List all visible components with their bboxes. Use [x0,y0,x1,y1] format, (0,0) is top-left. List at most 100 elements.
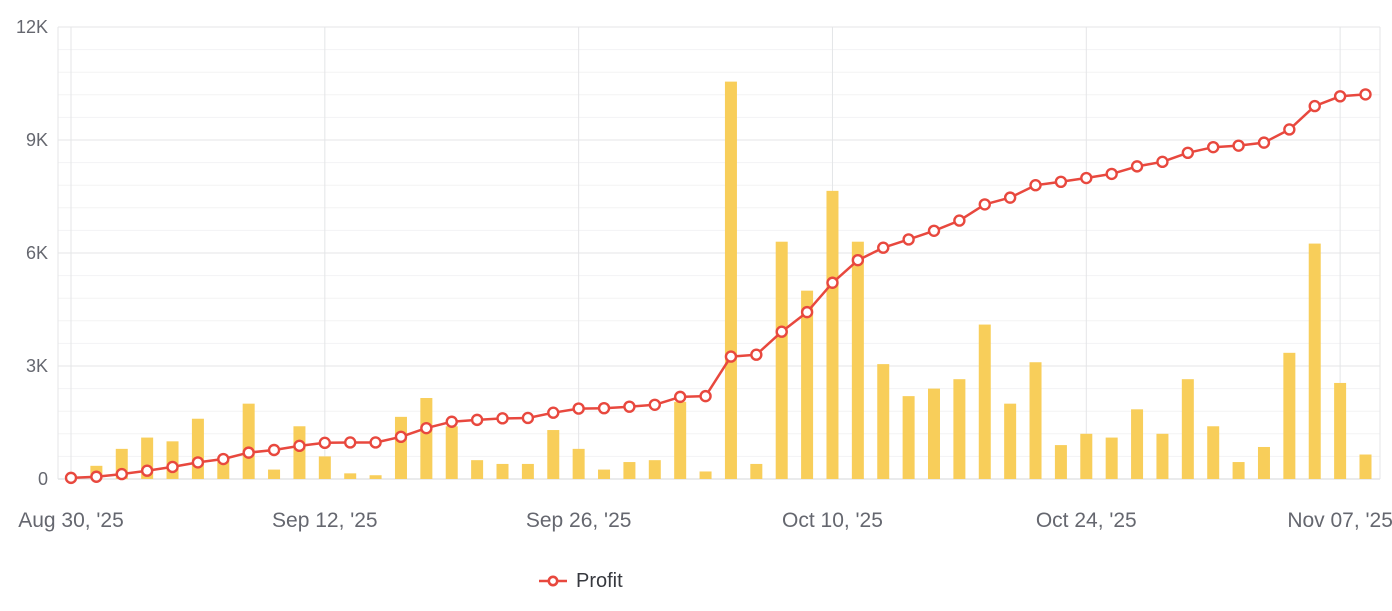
profit-line-point[interactable] [521,411,535,425]
profit-line-point[interactable] [1029,178,1042,192]
profit-line-point[interactable] [344,436,357,449]
profit-line-point[interactable] [191,456,205,469]
profit-line-point[interactable] [318,436,332,450]
profit-bar[interactable] [826,190,839,479]
profit-line-point[interactable] [978,198,991,211]
profit-line-point[interactable] [1308,99,1321,113]
profit-bar[interactable] [1131,409,1144,479]
profit-line-point[interactable] [470,413,484,427]
profit-line-point[interactable] [826,276,839,289]
profit-line-point[interactable] [115,467,128,481]
profit-bar[interactable] [1308,243,1321,479]
profit-line-point[interactable] [1181,146,1195,160]
profit-bar[interactable] [1004,403,1017,479]
profit-bar[interactable] [775,241,788,479]
profit-line-point[interactable] [1003,191,1017,204]
profit-bar[interactable] [1105,437,1118,479]
profit-line-point[interactable] [953,214,966,227]
profit-line-point[interactable] [369,436,382,449]
profit-bar[interactable] [1232,462,1245,479]
profit-line-point[interactable] [1130,160,1144,173]
profit-bar[interactable] [293,426,306,479]
profit-line-point[interactable] [1359,88,1372,101]
profit-bar[interactable] [953,379,966,479]
profit-line-point[interactable] [140,464,154,477]
profit-line-point[interactable] [242,446,255,459]
profit-line-point[interactable] [699,389,712,403]
profit-bar[interactable] [268,469,281,479]
profit-line-point[interactable] [673,390,687,404]
profit-bar[interactable] [1156,433,1169,479]
profit-line-point[interactable] [293,439,306,453]
profit-bar[interactable] [1283,352,1296,479]
profit-bar[interactable] [420,398,433,479]
profit-bar[interactable] [1334,382,1347,479]
profit-bar[interactable] [598,469,611,479]
profit-line-point[interactable] [394,430,408,444]
profit-line-point[interactable] [217,452,230,466]
profit-line-point[interactable] [851,253,865,267]
profit-line-point[interactable] [775,325,788,338]
profit-line-point[interactable] [572,402,585,415]
profit-line-point[interactable] [800,305,814,319]
profit-line-point[interactable] [64,471,78,485]
profit-bar[interactable] [471,460,484,479]
profit-bar[interactable] [674,401,687,479]
profit-line-point[interactable] [547,406,560,419]
profit-bar[interactable] [318,456,331,479]
profit-line-point[interactable] [1105,167,1118,181]
profit-bar[interactable] [496,463,509,479]
profit-bar[interactable] [902,396,915,479]
profit-bar[interactable] [191,418,204,479]
profit-line-point[interactable] [597,401,611,415]
profit-bar[interactable] [166,441,179,479]
profit-bar[interactable] [750,463,763,479]
profit-bar[interactable] [851,241,864,479]
profit-bar[interactable] [623,462,636,479]
profit-bar[interactable] [1029,362,1042,479]
profit-bar[interactable] [978,324,991,479]
profit-line-point[interactable] [927,224,941,237]
profit-line-point[interactable] [1257,136,1271,149]
legend-item-profit[interactable]: Profit [538,570,623,593]
profit-line-point[interactable] [623,400,636,413]
profit-line-point[interactable] [648,398,661,411]
profit-bar[interactable] [242,403,255,479]
profit-line-point[interactable] [166,460,179,474]
profit-line-point[interactable] [724,350,738,363]
profit-bar[interactable] [1359,454,1372,479]
profit-bar[interactable] [1054,445,1067,479]
profit-line-point[interactable] [1207,140,1220,154]
profit-bar[interactable] [1207,426,1220,479]
profit-bar[interactable] [648,460,661,479]
profit-bar[interactable] [724,81,737,479]
profit-line-point[interactable] [1054,175,1068,189]
profit-bar[interactable] [445,426,458,479]
profit-line-point[interactable] [1283,123,1296,136]
profit-line-point[interactable] [1080,171,1093,185]
profit-line-point[interactable] [90,470,103,483]
profit-line-point[interactable] [420,421,433,435]
profit-bar[interactable] [1257,446,1270,479]
profit-line-point[interactable] [877,241,890,254]
profit-bar[interactable] [572,448,585,479]
profit-bar[interactable] [394,416,407,479]
profit-bar[interactable] [547,430,560,479]
profit-bar[interactable] [877,364,890,479]
profit-line-point[interactable] [1333,90,1347,103]
profit-line-point[interactable] [1232,139,1245,152]
profit-bar[interactable] [928,388,940,479]
profit-line-point[interactable] [1156,155,1169,169]
profit-bar[interactable] [801,290,814,479]
profit-line-point[interactable] [750,348,763,361]
profit-bar[interactable] [1080,433,1093,479]
profit-line-point[interactable] [267,443,281,457]
profit-bar[interactable] [369,475,382,479]
profit-bar[interactable] [521,463,534,479]
profit-line-point[interactable] [902,233,915,246]
profit-line-point[interactable] [445,415,458,428]
profit-bar[interactable] [344,473,357,479]
profit-bar[interactable] [699,471,712,479]
profit-bar[interactable] [1181,379,1194,479]
profit-line-point[interactable] [496,412,509,425]
